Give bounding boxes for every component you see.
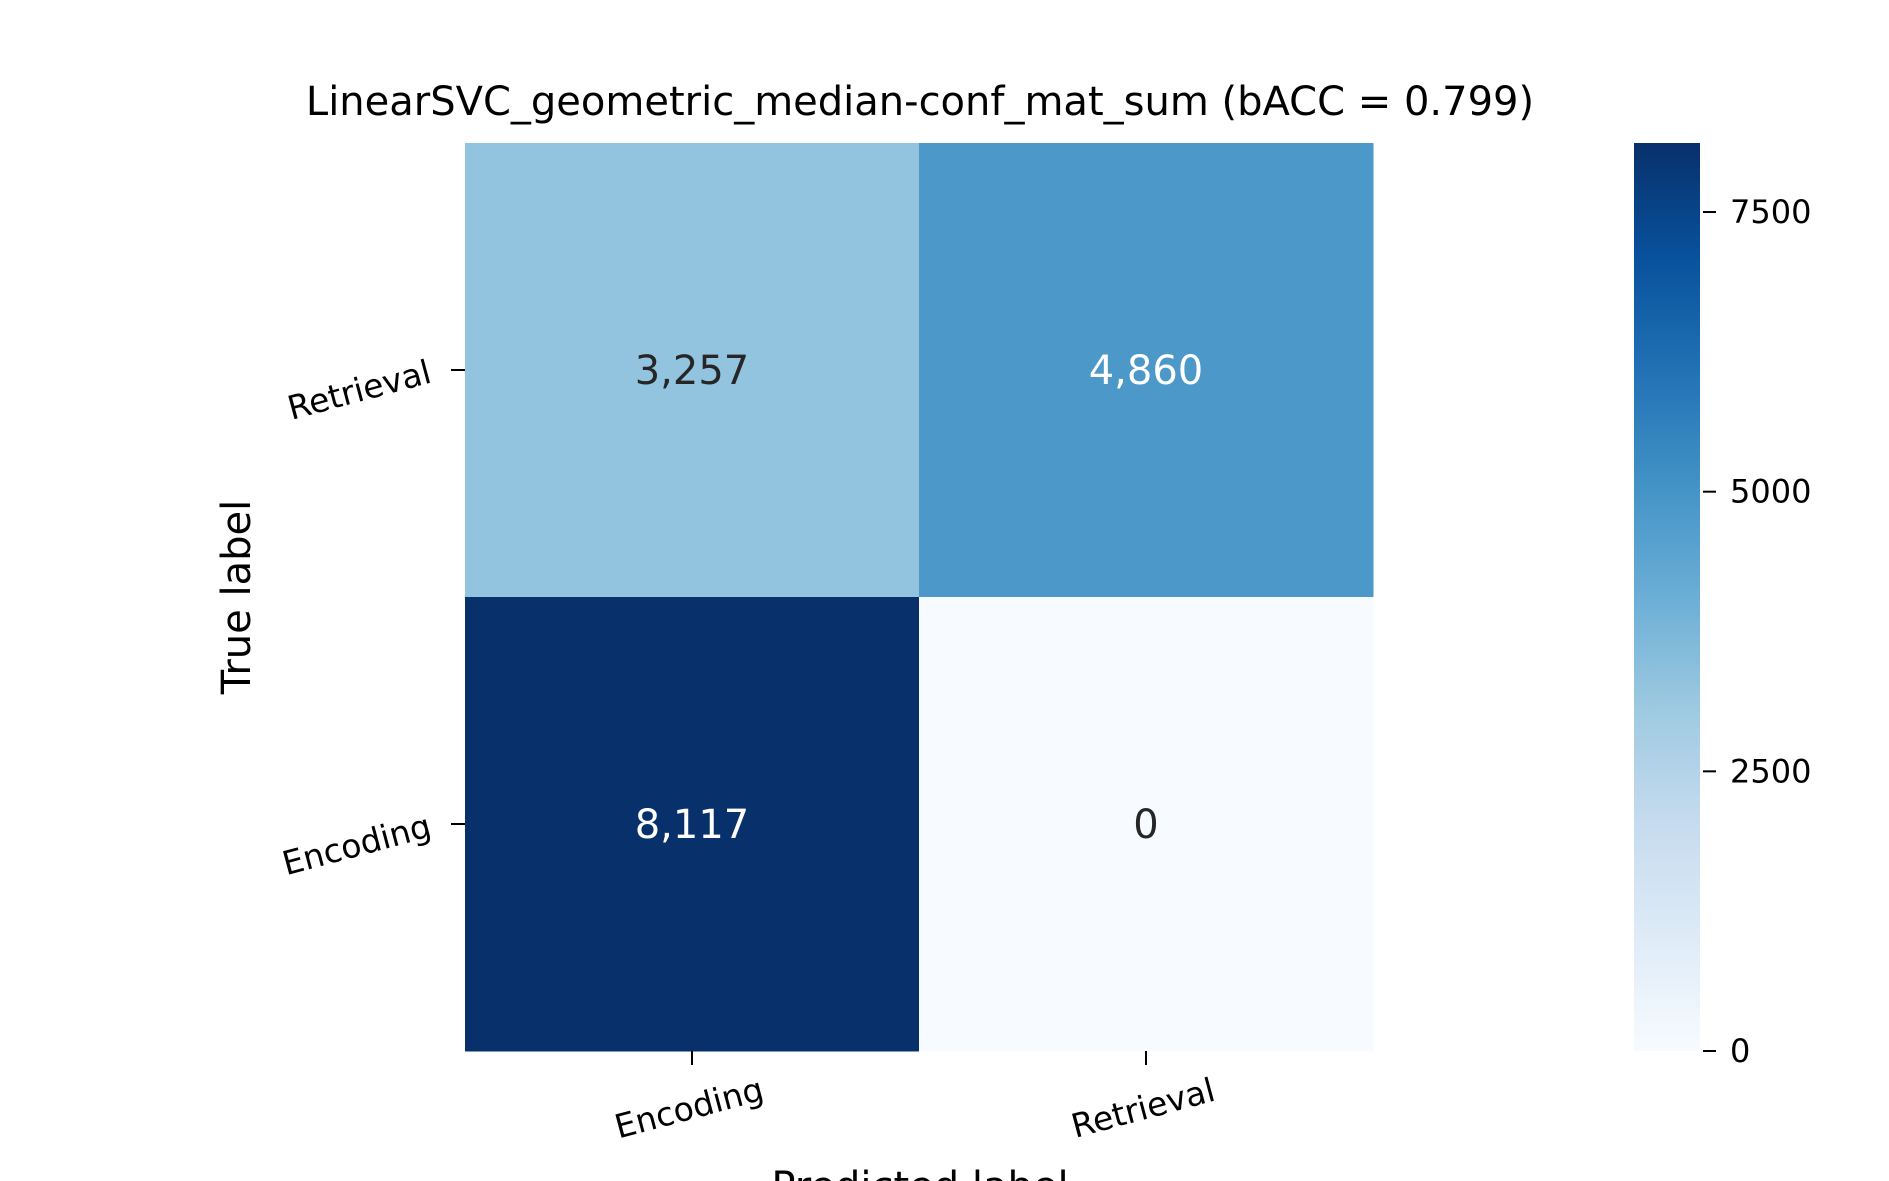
x-axis-label: Predicted label [771, 1164, 1068, 1181]
heatmap-cells: 3,257 4,860 8,117 0 [465, 143, 1374, 1052]
colorbar-tick-label: 5000 [1730, 473, 1811, 511]
heatmap-cell [919, 597, 1374, 1052]
colorbar-tick-label: 0 [1730, 1032, 1750, 1070]
cell-value-label: 8,117 [635, 802, 750, 848]
colorbar [1634, 143, 1700, 1051]
y-tick-label: Retrieval [283, 352, 435, 428]
heatmap-cell [465, 597, 920, 1052]
y-tick-label: Encoding [278, 806, 435, 883]
cell-value-label: 0 [1133, 802, 1158, 848]
colorbar-ticks: 0 2500 5000 7500 [1703, 193, 1811, 1070]
cell-value-label: 4,860 [1089, 348, 1204, 394]
colorbar-tick-label: 7500 [1730, 193, 1811, 231]
heatmap-cell [919, 143, 1374, 598]
x-tick-label: Retrieval [1067, 1070, 1219, 1146]
colorbar-tick-label: 2500 [1730, 752, 1811, 790]
x-tick-label: Encoding [611, 1069, 768, 1146]
chart-title: LinearSVC_geometric_median-conf_mat_sum … [306, 79, 1534, 125]
cell-value-label: 3,257 [635, 348, 750, 394]
y-axis-label: True label [214, 500, 260, 695]
heatmap-cell [465, 143, 920, 598]
